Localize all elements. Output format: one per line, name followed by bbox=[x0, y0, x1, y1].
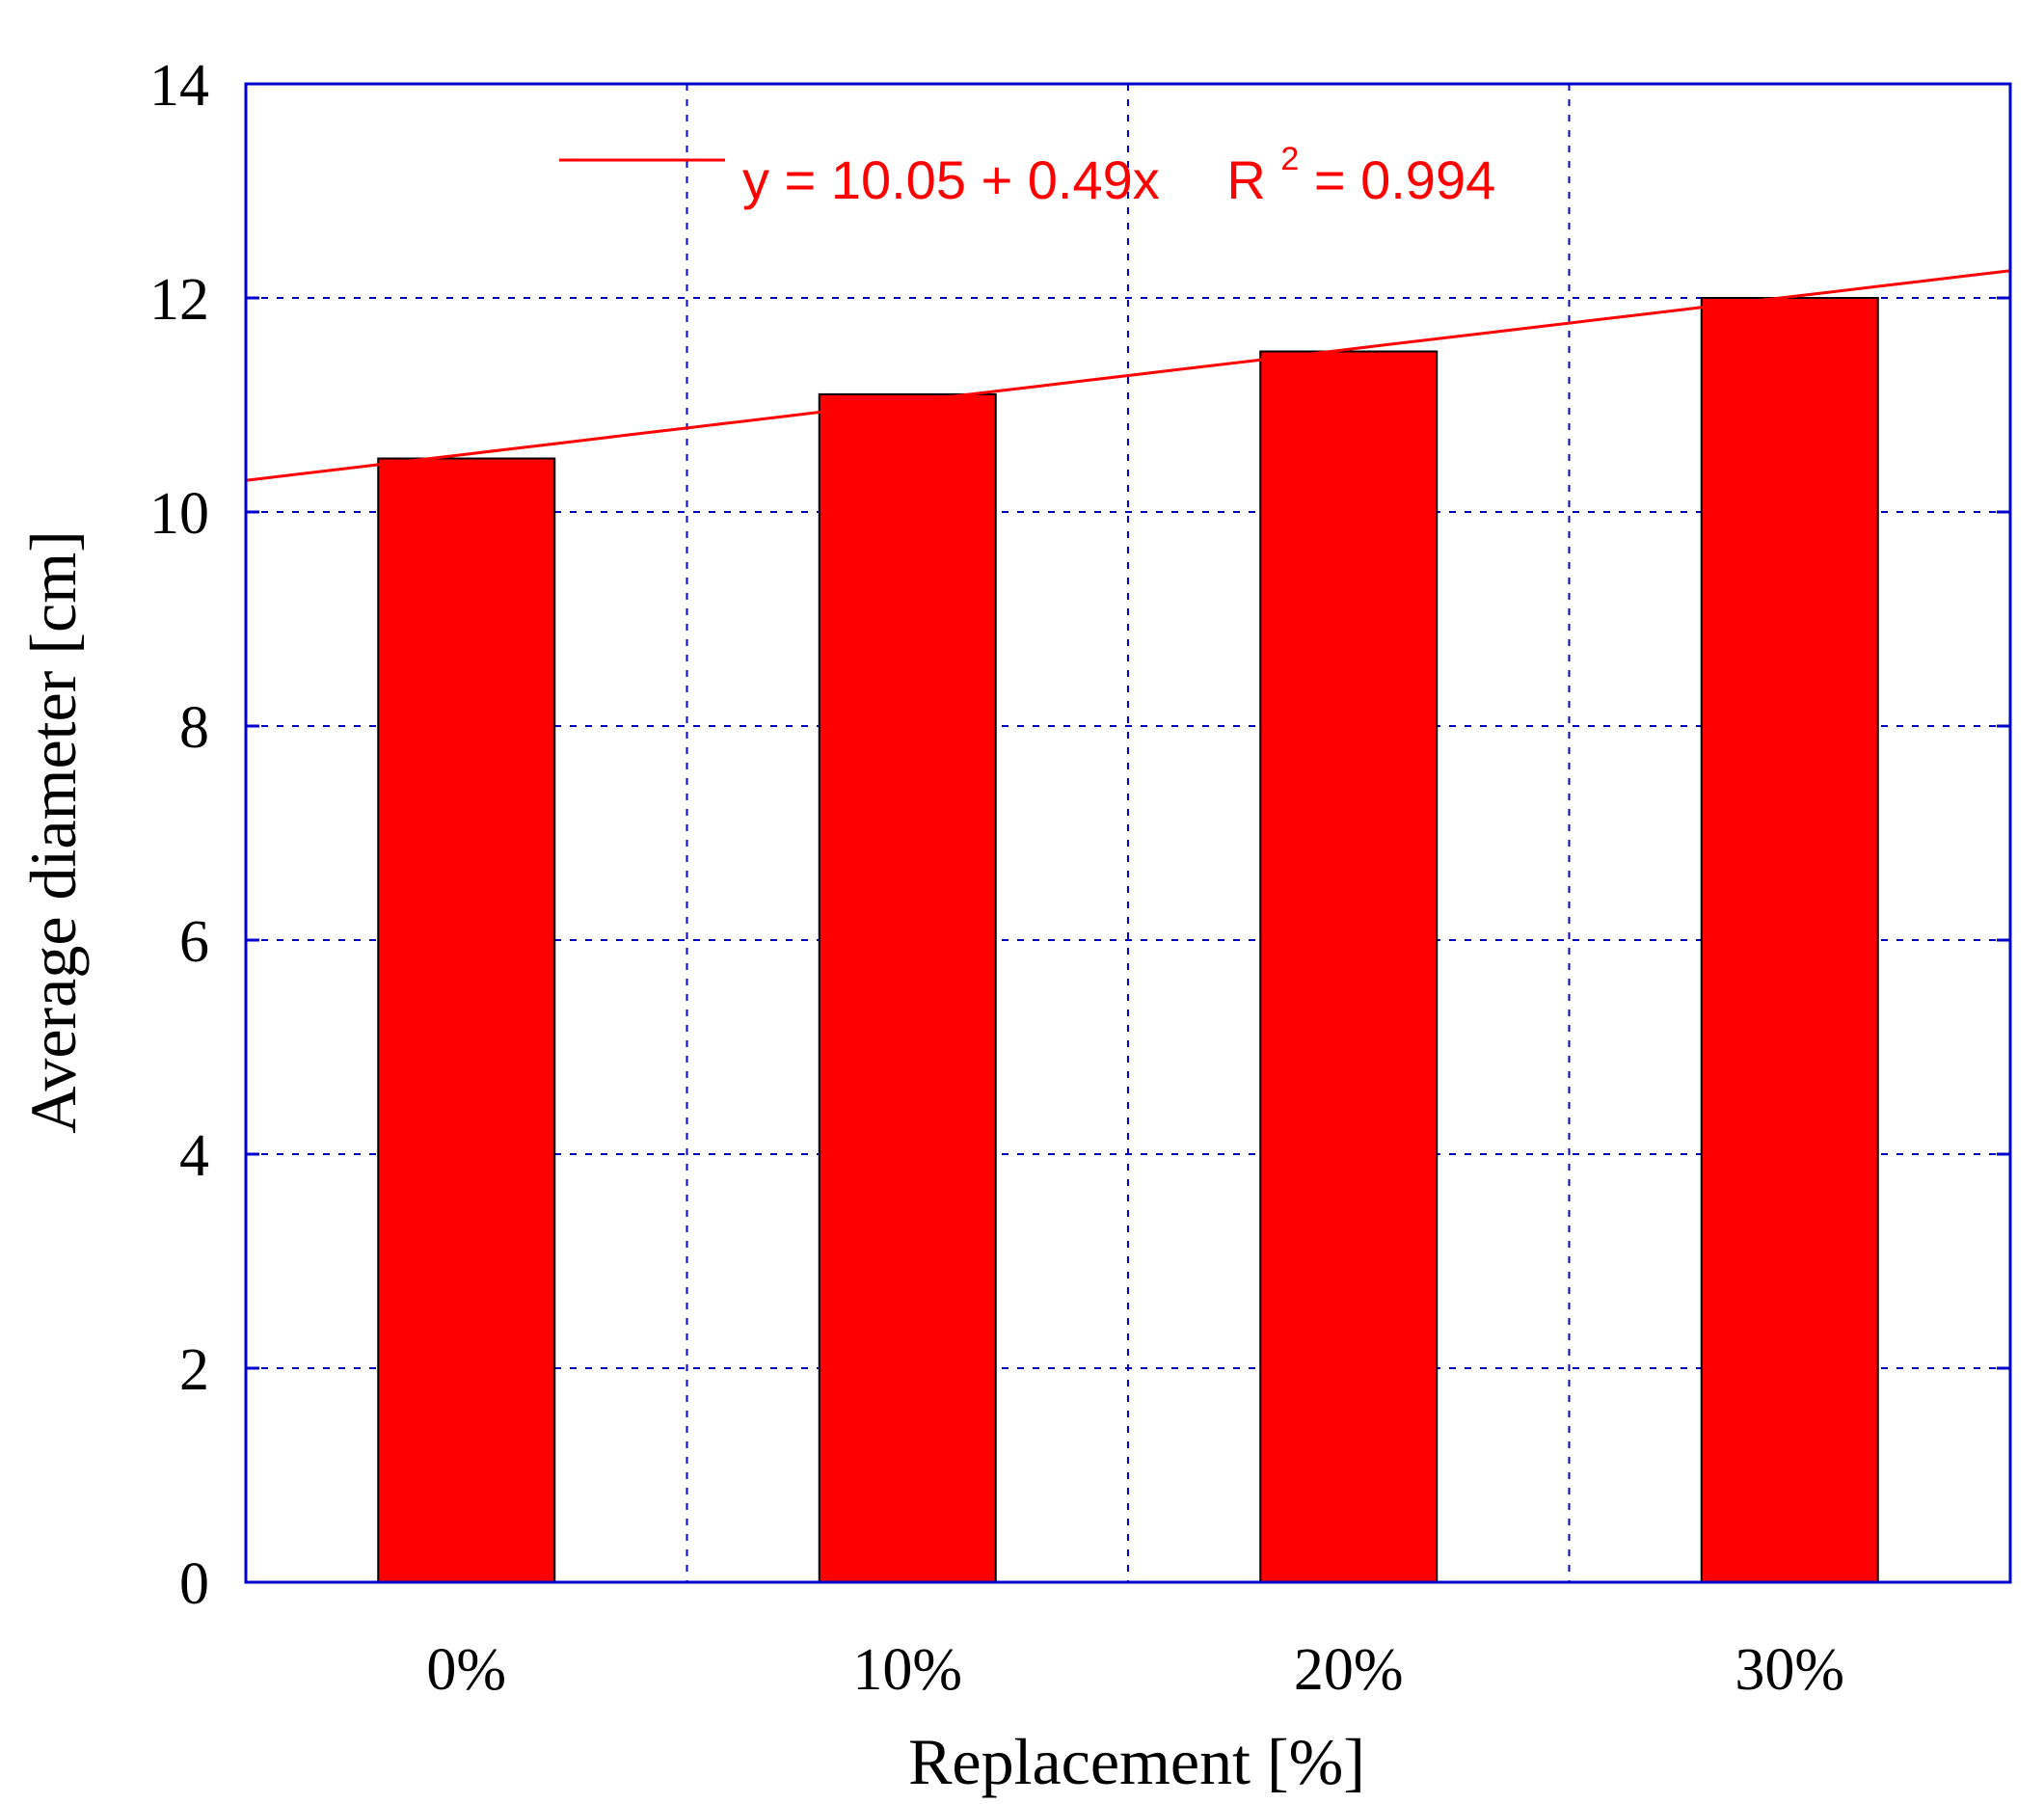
legend-r2-value: = 0.994 bbox=[1314, 149, 1495, 210]
y-tick-label-8: 8 bbox=[179, 695, 209, 761]
plot-frame-layer bbox=[244, 82, 2012, 1584]
y-tick-label-10: 10 bbox=[149, 481, 209, 547]
legend-equation-label: y = 10.05 + 0.49x R 2 = 0.994 bbox=[742, 121, 1495, 210]
y-tick-label-4: 4 bbox=[179, 1123, 209, 1189]
y-tick-labels: 0 2 4 6 8 10 12 14 bbox=[149, 53, 209, 1617]
x-tick-labels: 0% 10% 20% 30% bbox=[426, 1637, 1844, 1703]
plot-frame bbox=[244, 82, 2012, 1584]
y-tick-label-0: 0 bbox=[179, 1551, 209, 1617]
bar-20pct bbox=[1259, 350, 1439, 1583]
x-tick-label-20pct: 20% bbox=[1294, 1637, 1404, 1703]
legend-r2-prefix: R bbox=[1226, 149, 1265, 210]
bar-10pct bbox=[818, 392, 997, 1583]
x-tick-label-10pct: 10% bbox=[852, 1637, 962, 1703]
bar-0pct bbox=[377, 457, 556, 1583]
x-tick-label-30pct: 30% bbox=[1735, 1637, 1844, 1703]
trendline-layer bbox=[245, 269, 2011, 482]
y-tick-label-6: 6 bbox=[179, 909, 209, 975]
y-tick-label-14: 14 bbox=[149, 53, 209, 119]
x-tick-label-0pct: 0% bbox=[426, 1637, 506, 1703]
y-tick-label-12: 12 bbox=[149, 267, 209, 333]
legend-r2-superscript: 2 bbox=[1280, 141, 1299, 177]
legend: y = 10.05 + 0.49x R 2 = 0.994 bbox=[559, 121, 1495, 210]
bars-layer bbox=[377, 297, 1879, 1583]
x-axis-title: Replacement [%] bbox=[908, 1725, 1365, 1798]
legend-equation: y = 10.05 + 0.49x bbox=[742, 149, 1160, 210]
bar-30pct bbox=[1700, 297, 1879, 1583]
trendline bbox=[245, 269, 2011, 482]
y-tick-label-2: 2 bbox=[179, 1337, 209, 1403]
y-axis-title: Average diameter [cm] bbox=[16, 530, 90, 1133]
